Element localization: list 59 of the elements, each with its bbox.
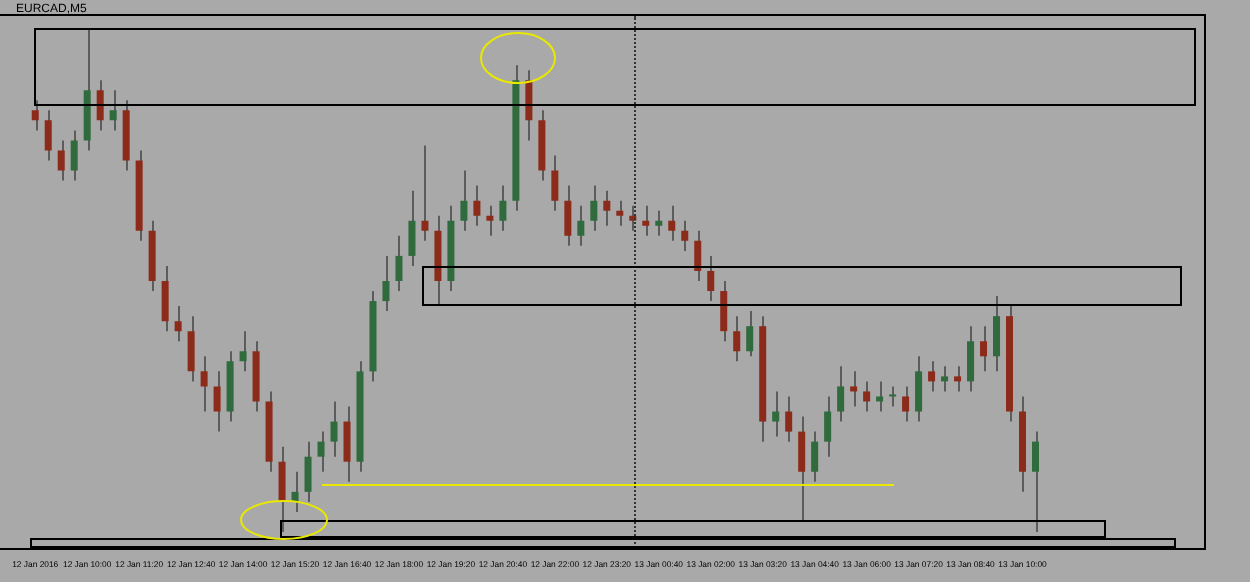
candlestick bbox=[876, 380, 884, 413]
candlestick bbox=[187, 315, 195, 383]
candlestick bbox=[668, 204, 676, 242]
candlestick bbox=[577, 204, 585, 247]
candlestick bbox=[486, 204, 494, 237]
candlestick bbox=[889, 385, 897, 408]
candlestick bbox=[902, 385, 910, 423]
candlestick bbox=[382, 254, 390, 313]
candlestick bbox=[460, 169, 468, 232]
candlestick bbox=[109, 89, 117, 132]
candlestick bbox=[837, 365, 845, 423]
candlestick bbox=[421, 144, 429, 242]
candlestick bbox=[161, 264, 169, 333]
candlestick bbox=[304, 440, 312, 503]
candlestick bbox=[551, 154, 559, 212]
candlestick bbox=[642, 204, 650, 237]
candlestick bbox=[473, 184, 481, 227]
candlestick bbox=[564, 184, 572, 247]
candlestick bbox=[954, 365, 962, 393]
candlestick bbox=[57, 139, 65, 182]
candlestick bbox=[44, 109, 52, 162]
candlestick bbox=[928, 360, 936, 393]
candlestick bbox=[213, 370, 221, 433]
candlestick bbox=[408, 189, 416, 267]
candlestick bbox=[941, 365, 949, 393]
candlestick bbox=[343, 405, 351, 483]
candlestick bbox=[746, 310, 754, 358]
candlestick bbox=[993, 295, 1001, 373]
candlestick bbox=[31, 99, 39, 132]
candlestick bbox=[239, 330, 247, 373]
candlestick bbox=[811, 430, 819, 483]
candlestick bbox=[863, 380, 871, 413]
candlestick bbox=[395, 234, 403, 293]
candlestick bbox=[980, 325, 988, 373]
candlestick bbox=[681, 219, 689, 252]
candlestick bbox=[616, 199, 624, 227]
candlestick bbox=[200, 355, 208, 413]
candlestick bbox=[915, 355, 923, 423]
candlestick bbox=[96, 79, 104, 132]
candlestick bbox=[603, 189, 611, 227]
candlestick bbox=[772, 390, 780, 438]
candlestick bbox=[499, 184, 507, 232]
candlestick bbox=[824, 395, 832, 458]
candlestick bbox=[330, 400, 338, 458]
candlestick bbox=[720, 280, 728, 343]
candlestick bbox=[655, 209, 663, 237]
candlestick bbox=[1032, 430, 1040, 533]
candlestick bbox=[785, 395, 793, 443]
candlestick bbox=[707, 254, 715, 303]
candlestick bbox=[590, 184, 598, 232]
candlestick bbox=[798, 415, 806, 523]
candlestick bbox=[278, 445, 286, 533]
candlestick bbox=[850, 370, 858, 408]
candlestick bbox=[967, 325, 975, 393]
candlestick bbox=[733, 315, 741, 363]
candlestick bbox=[70, 129, 78, 182]
candlestick bbox=[317, 430, 325, 473]
candlestick bbox=[174, 305, 182, 343]
candlestick bbox=[694, 229, 702, 282]
